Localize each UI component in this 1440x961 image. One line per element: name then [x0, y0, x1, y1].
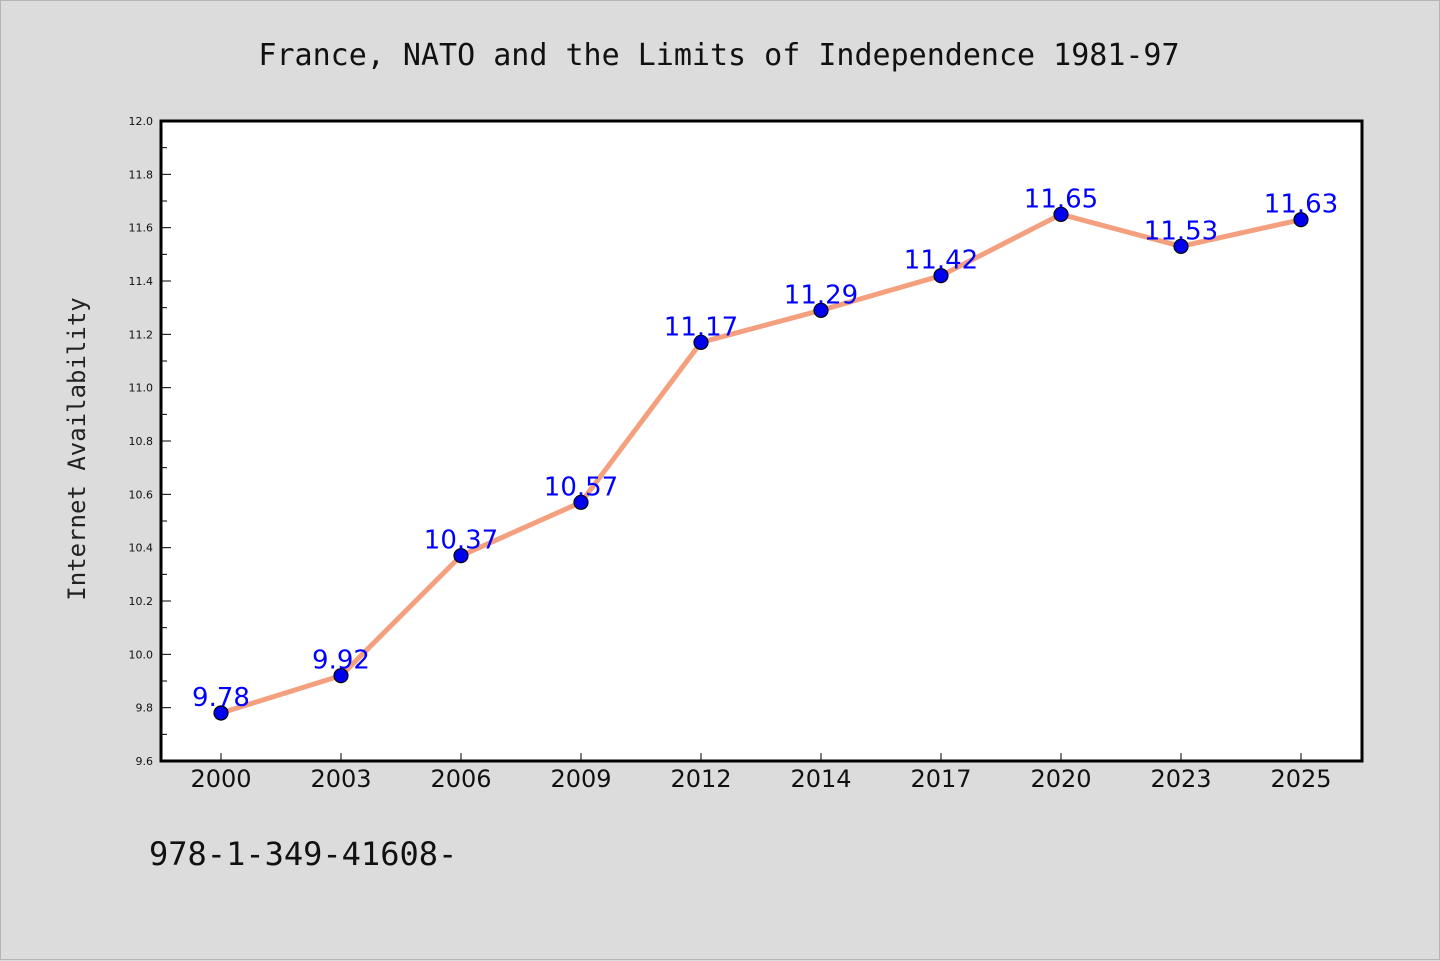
data-label: 11.29 — [784, 280, 858, 310]
x-tick-label: 2009 — [550, 765, 611, 793]
data-label: 10.37 — [424, 526, 498, 556]
y-tick-label: 11.6 — [129, 222, 154, 235]
x-tick-label: 2012 — [670, 765, 731, 793]
data-point — [933, 268, 949, 284]
data-label: 11.65 — [1024, 184, 1098, 214]
plot-frame — [159, 119, 1364, 763]
y-tick-label: 10.6 — [129, 488, 154, 501]
y-tick-label: 11.2 — [129, 328, 154, 341]
data-label: 11.63 — [1264, 190, 1338, 220]
data-point — [333, 668, 349, 684]
x-tick-label: 2000 — [190, 765, 251, 793]
data-point — [813, 302, 829, 318]
data-point — [573, 494, 589, 510]
x-tick-label: 2025 — [1270, 765, 1331, 793]
y-tick-label: 11.8 — [129, 168, 154, 181]
y-axis-label: Internet Availability — [63, 297, 91, 600]
x-tick-label: 2023 — [1150, 765, 1211, 793]
footnote-text: 978-1-349-41608- — [149, 835, 457, 873]
data-label: 11.42 — [904, 246, 978, 276]
data-label: 10.57 — [544, 472, 618, 502]
y-tick-label: 11.0 — [129, 382, 154, 395]
data-label: 11.53 — [1144, 216, 1218, 246]
series-line — [218, 211, 1304, 716]
data-label: 9.92 — [312, 646, 370, 676]
y-tick-label: 9.8 — [136, 702, 154, 715]
chart-title: France, NATO and the Limits of Independe… — [258, 38, 1179, 73]
x-tick-label: 2006 — [430, 765, 491, 793]
data-label: 9.78 — [192, 683, 250, 713]
x-tick-label: 2003 — [310, 765, 371, 793]
series-line-group — [218, 211, 1304, 716]
data-labels: 9.78 9.92 10.37 10.57 11.17 11.29 11.42 11.65 11… — [192, 184, 1338, 713]
x-tick-label: 2017 — [910, 765, 971, 793]
x-axis-ticks: 2000 2003 2006 2009 2012 2014 2017 2020 2023 2025 — [190, 753, 1332, 793]
data-point — [453, 548, 469, 564]
data-point — [693, 334, 709, 350]
data-points — [213, 206, 1309, 721]
y-tick-label: 10.8 — [129, 435, 154, 448]
y-axis-ticks: 9.6 9.8 10.0 10.2 10.4 10.6 10.8 11.0 11.2 11.4 11… — [129, 115, 171, 768]
y-tick-label: 10.0 — [129, 648, 154, 661]
data-label: 11.17 — [664, 312, 738, 342]
y-tick-label: 12.0 — [129, 115, 154, 128]
y-tick-label: 11.4 — [129, 275, 154, 288]
y-tick-label: 10.2 — [129, 595, 154, 608]
data-point — [1053, 206, 1069, 222]
y-tick-label: 10.4 — [129, 542, 154, 555]
x-tick-label: 2020 — [1030, 765, 1091, 793]
x-tick-label: 2014 — [790, 765, 851, 793]
y-tick-label: 9.6 — [136, 755, 154, 768]
data-point — [1173, 238, 1189, 254]
data-point — [1293, 212, 1309, 228]
data-point — [213, 705, 229, 721]
